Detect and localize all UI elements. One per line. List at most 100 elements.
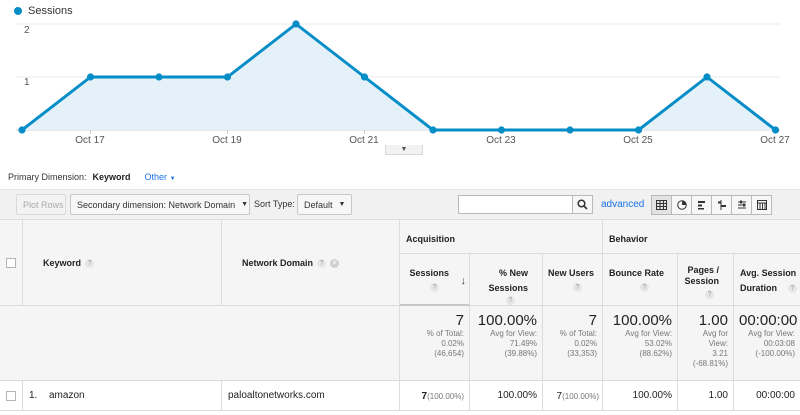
row-new-users-cell: 7(100.00%)	[543, 381, 603, 411]
comparison-view-button[interactable]	[711, 195, 732, 215]
keyword-column-header[interactable]: Keyword?	[23, 220, 222, 306]
sessions-line	[21, 22, 777, 132]
search-icon	[577, 199, 588, 210]
pages-session-column-header[interactable]: Pages / Session ?	[678, 254, 734, 306]
search-button[interactable]	[572, 195, 593, 214]
row-network-domain-link[interactable]: paloaltonetworks.com	[228, 390, 325, 401]
sessions-column-header[interactable]: Sessions ↓ ?	[400, 254, 470, 306]
term-cloud-view-button[interactable]	[731, 195, 752, 215]
behavior-label: Behavior	[609, 234, 648, 244]
y-tick-label: 1	[24, 77, 30, 88]
sessions-chart-svg	[16, 20, 780, 134]
chart-collapse-handle[interactable]: ▼	[385, 145, 423, 155]
totals-new-sessions: 100.00% Avg for View: 71.49% (39.88%)	[470, 306, 543, 381]
x-tick-label: Oct 19	[212, 135, 242, 146]
pages-header-label-1: Pages /	[687, 265, 719, 275]
select-all-checkbox[interactable]	[6, 258, 16, 268]
totals-bounce-rate-sub: Avg for View:	[625, 329, 672, 338]
row-sessions-cell: 7(100.00%)	[400, 381, 470, 411]
acquisition-label: Acquisition	[406, 234, 455, 244]
totals-new-sessions-sub: (39.88%)	[504, 349, 537, 358]
sessions-data-point[interactable]	[634, 126, 643, 134]
data-table-view-button[interactable]	[651, 195, 672, 215]
sort-type-value: Default	[304, 199, 333, 210]
performance-view-button[interactable]	[691, 195, 712, 215]
row-select-cell	[0, 381, 23, 411]
help-icon[interactable]: ?	[640, 283, 649, 292]
help-icon[interactable]: ?	[788, 284, 797, 293]
percentage-view-button[interactable]	[671, 195, 692, 215]
advanced-filter-link[interactable]: advanced	[601, 199, 645, 210]
help-icon[interactable]: ?	[705, 290, 714, 299]
sessions-data-point[interactable]	[223, 73, 232, 81]
legend-dot-icon	[14, 7, 22, 15]
totals-sessions-sub: % of Total:	[426, 329, 464, 338]
sort-type-dropdown[interactable]: Default ▼	[297, 194, 352, 215]
pivot-view-button[interactable]	[751, 195, 772, 215]
row-checkbox[interactable]	[6, 391, 16, 401]
primary-dimension-keyword[interactable]: Keyword	[92, 172, 131, 182]
primary-dimension-other-link[interactable]: Other ▼	[145, 172, 176, 182]
avg-session-duration-column-header[interactable]: Avg. Session Duration ?	[734, 254, 800, 306]
avg-duration-header-label-1: Avg. Session	[740, 268, 797, 278]
network-domain-column-header[interactable]: Network Domain? ✕	[222, 220, 400, 306]
help-icon[interactable]: ?	[506, 296, 515, 305]
sessions-data-point[interactable]	[86, 73, 95, 81]
sessions-data-point[interactable]	[292, 20, 300, 28]
totals-sessions-sub: (46,654)	[434, 349, 464, 358]
sessions-chart: Sessions 1 2 Oct 17 Oct 19 Oct 21 Oct 23…	[0, 0, 800, 158]
sessions-data-point[interactable]	[18, 126, 26, 134]
sessions-data-point[interactable]	[703, 73, 711, 81]
totals-bounce-rate-value: 100.00%	[612, 312, 672, 329]
secondary-dimension-dropdown[interactable]: Secondary dimension: Network Domain ▼	[70, 194, 250, 215]
table-row[interactable]: 1. amazon paloaltonetworks.com 7(100.00%…	[0, 381, 800, 411]
totals-new-users-sub: (33,353)	[567, 349, 597, 358]
help-icon[interactable]: ?	[317, 259, 327, 269]
behavior-group-header: Behavior	[603, 220, 800, 254]
totals-row-label-area	[0, 306, 400, 381]
help-icon[interactable]: ?	[85, 259, 95, 269]
secondary-dimension-label: Secondary dimension: Network Domain	[77, 199, 236, 210]
plot-rows-button[interactable]: Plot Rows	[16, 194, 66, 215]
totals-avg-session-duration: 00:00:00 Avg for View: 00:03:08 (-100.00…	[734, 306, 800, 381]
sessions-data-point[interactable]	[155, 73, 163, 81]
chevron-down-icon: ▼	[169, 176, 176, 182]
x-tick-label: Oct 21	[349, 135, 379, 146]
row-bounce-rate-cell: 100.00%	[603, 381, 678, 411]
totals-pages-sub: 3.21	[712, 349, 728, 358]
acquisition-group-header: Acquisition	[400, 220, 603, 254]
totals-new-sessions-sub: Avg for View:	[490, 329, 537, 338]
bounce-rate-column-header[interactable]: Bounce Rate ?	[603, 254, 678, 306]
totals-avg-duration-sub: (-100.00%)	[755, 349, 795, 358]
totals-pages-value: 1.00	[698, 312, 728, 329]
table-view-selector	[651, 195, 772, 215]
new-users-column-header[interactable]: New Users ?	[543, 254, 603, 306]
sessions-data-point[interactable]	[360, 73, 369, 81]
row-network-domain-cell: paloaltonetworks.com	[222, 381, 400, 411]
row-new-users-value: 7(100.00%)	[556, 391, 599, 402]
sort-descending-icon: ↓	[460, 275, 467, 287]
row-keyword-cell: 1. amazon	[23, 381, 222, 411]
x-tick-label: Oct 25	[623, 135, 653, 146]
totals-bounce-rate-sub: (88.62%)	[639, 349, 672, 358]
help-icon[interactable]: ?	[573, 283, 582, 292]
pivot-icon	[756, 200, 767, 210]
sessions-data-point[interactable]	[429, 126, 437, 134]
table-search-input[interactable]	[458, 195, 573, 214]
totals-sessions-value: 7	[455, 312, 464, 329]
totals-new-sessions-sub: 71.49%	[509, 339, 537, 348]
sessions-data-point[interactable]	[497, 126, 506, 134]
row-keyword-link[interactable]: amazon	[49, 390, 85, 401]
totals-new-sessions-value: 100.00%	[477, 312, 537, 329]
sessions-data-point[interactable]	[771, 126, 780, 134]
totals-avg-duration-sub: Avg for View:	[748, 329, 795, 338]
row-avg-duration-cell: 00:00:00	[734, 381, 800, 411]
pages-header-label-2: Session	[684, 276, 719, 286]
totals-bounce-rate: 100.00% Avg for View: 53.02% (88.62%)	[603, 306, 678, 381]
sessions-data-point[interactable]	[566, 126, 574, 134]
new-sessions-column-header[interactable]: % New Sessions ?	[470, 254, 543, 306]
remove-dimension-icon[interactable]: ✕	[330, 259, 340, 269]
help-icon[interactable]: ?	[430, 283, 439, 292]
chart-legend[interactable]: Sessions	[14, 5, 73, 17]
row-sessions-value: 7(100.00%)	[421, 391, 464, 402]
